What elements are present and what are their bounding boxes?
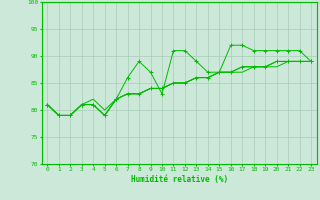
X-axis label: Humidité relative (%): Humidité relative (%)	[131, 175, 228, 184]
